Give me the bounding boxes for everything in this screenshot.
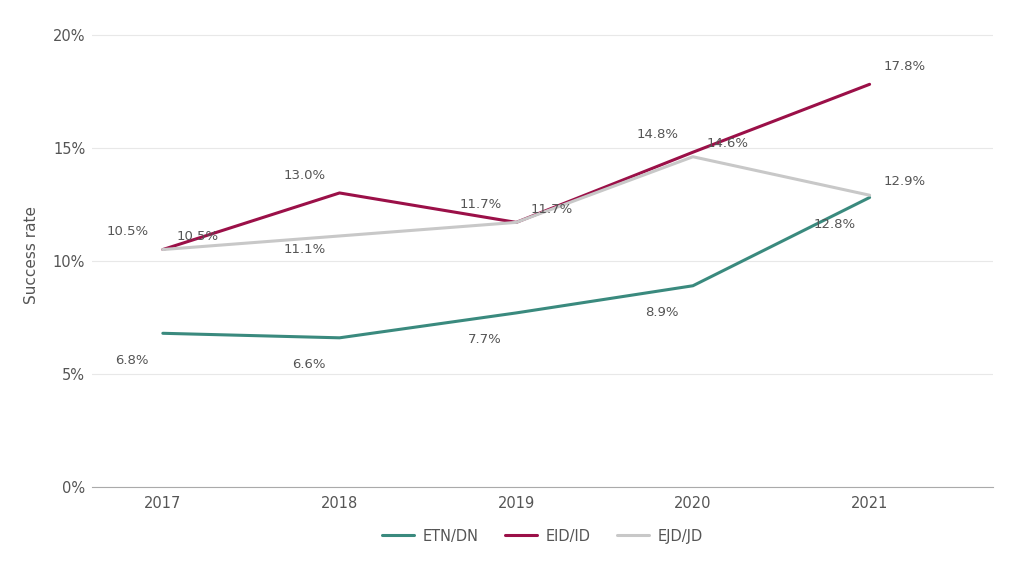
Line: ETN/DN: ETN/DN [163, 197, 869, 338]
EJD/JD [157, 246, 169, 253]
Text: 7.7%: 7.7% [468, 334, 502, 346]
Text: 8.9%: 8.9% [645, 306, 679, 319]
EJD/JD [863, 192, 876, 199]
ETN/DN [334, 334, 346, 341]
Text: 17.8%: 17.8% [884, 60, 926, 73]
EID/ID [334, 190, 346, 197]
EID/ID [510, 219, 522, 226]
Text: 12.9%: 12.9% [884, 175, 926, 188]
Text: 6.6%: 6.6% [292, 358, 326, 371]
EJD/JD [687, 153, 699, 160]
Text: 6.8%: 6.8% [116, 354, 148, 367]
EID/ID [863, 81, 876, 88]
EJD/JD [334, 233, 346, 240]
Text: 11.7%: 11.7% [530, 202, 572, 216]
EID/ID [687, 148, 699, 155]
Line: EID/ID: EID/ID [163, 84, 869, 249]
Text: 13.0%: 13.0% [284, 169, 326, 182]
Text: 12.8%: 12.8% [813, 218, 855, 231]
ETN/DN [510, 310, 522, 317]
EID/ID [157, 246, 169, 253]
ETN/DN [863, 194, 876, 201]
Text: 14.6%: 14.6% [707, 137, 749, 150]
Text: 11.7%: 11.7% [460, 198, 502, 211]
Text: 10.5%: 10.5% [177, 230, 219, 243]
Line: EJD/JD: EJD/JD [163, 157, 869, 249]
ETN/DN [157, 330, 169, 337]
Text: 14.8%: 14.8% [637, 128, 679, 141]
Text: 10.5%: 10.5% [106, 225, 148, 238]
ETN/DN [687, 282, 699, 289]
EJD/JD [510, 219, 522, 226]
Text: 11.1%: 11.1% [284, 244, 326, 256]
Y-axis label: Success rate: Success rate [24, 206, 39, 304]
Legend: ETN/DN, EID/ID, EJD/JD: ETN/DN, EID/ID, EJD/JD [376, 523, 710, 549]
